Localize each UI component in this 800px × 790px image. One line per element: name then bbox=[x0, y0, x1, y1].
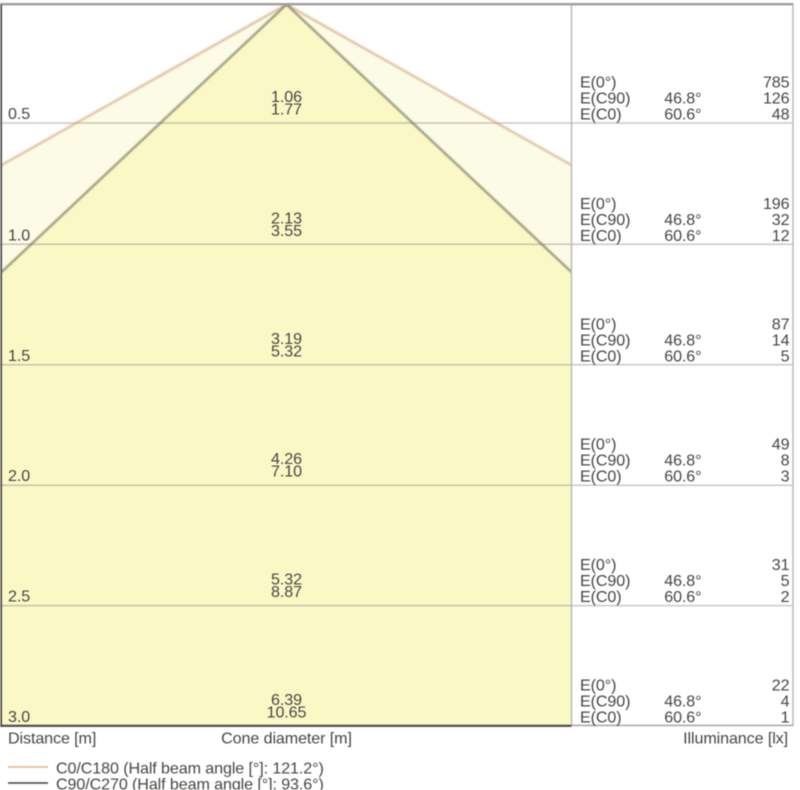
svg-text:5: 5 bbox=[781, 572, 790, 590]
svg-text:E(C90): E(C90) bbox=[580, 693, 630, 711]
svg-text:E(0°): E(0°) bbox=[580, 195, 616, 213]
svg-text:E(C90): E(C90) bbox=[580, 90, 630, 108]
svg-text:46.8°: 46.8° bbox=[664, 211, 701, 229]
svg-text:60.6°: 60.6° bbox=[664, 709, 701, 727]
svg-text:87: 87 bbox=[772, 315, 790, 333]
svg-text:48: 48 bbox=[772, 106, 790, 124]
svg-text:E(0°): E(0°) bbox=[580, 436, 616, 454]
svg-text:785: 785 bbox=[763, 74, 790, 92]
svg-text:126: 126 bbox=[763, 90, 790, 108]
svg-text:60.6°: 60.6° bbox=[664, 227, 701, 245]
svg-text:8.87: 8.87 bbox=[271, 583, 302, 601]
svg-text:E(C0): E(C0) bbox=[580, 106, 622, 124]
svg-text:60.6°: 60.6° bbox=[664, 588, 701, 606]
svg-text:E(C0): E(C0) bbox=[580, 227, 622, 245]
svg-text:E(C0): E(C0) bbox=[580, 709, 622, 727]
svg-text:E(C90): E(C90) bbox=[580, 331, 630, 349]
svg-text:6.39: 6.39 bbox=[271, 691, 302, 709]
svg-text:49: 49 bbox=[772, 436, 790, 454]
svg-text:10.65: 10.65 bbox=[267, 704, 307, 722]
svg-text:0.5: 0.5 bbox=[8, 105, 30, 123]
svg-text:1.5: 1.5 bbox=[8, 347, 30, 365]
svg-text:2.5: 2.5 bbox=[8, 588, 30, 606]
svg-text:E(0°): E(0°) bbox=[580, 677, 616, 695]
svg-text:3: 3 bbox=[781, 468, 790, 486]
svg-text:2: 2 bbox=[781, 588, 790, 606]
svg-text:5.32: 5.32 bbox=[271, 571, 302, 589]
svg-text:C90/C270 (Half beam angle [°]:: C90/C270 (Half beam angle [°]: 93.6°) bbox=[56, 776, 324, 790]
svg-text:14: 14 bbox=[772, 331, 790, 349]
svg-text:31: 31 bbox=[772, 556, 790, 574]
svg-text:60.6°: 60.6° bbox=[664, 347, 701, 365]
svg-text:E(C0): E(C0) bbox=[580, 588, 622, 606]
svg-text:E(C0): E(C0) bbox=[580, 468, 622, 486]
svg-text:E(0°): E(0°) bbox=[580, 556, 616, 574]
svg-text:60.6°: 60.6° bbox=[664, 468, 701, 486]
svg-text:E(0°): E(0°) bbox=[580, 315, 616, 333]
svg-text:46.8°: 46.8° bbox=[664, 452, 701, 470]
svg-text:E(0°): E(0°) bbox=[580, 74, 616, 92]
svg-text:32: 32 bbox=[772, 211, 790, 229]
svg-text:4.26: 4.26 bbox=[271, 450, 302, 468]
svg-text:5.32: 5.32 bbox=[271, 342, 302, 360]
svg-text:E(C90): E(C90) bbox=[580, 211, 630, 229]
svg-text:12: 12 bbox=[772, 227, 790, 245]
svg-text:22: 22 bbox=[772, 677, 790, 695]
svg-text:Distance [m]: Distance [m] bbox=[8, 730, 96, 748]
svg-text:3.0: 3.0 bbox=[8, 708, 30, 726]
svg-text:46.8°: 46.8° bbox=[664, 331, 701, 349]
svg-text:2.13: 2.13 bbox=[271, 209, 302, 227]
svg-text:E(C90): E(C90) bbox=[580, 452, 630, 470]
svg-text:C0/C180 (Half beam angle [°]:: C0/C180 (Half beam angle [°]: 121.2°) bbox=[56, 760, 324, 778]
svg-text:1: 1 bbox=[781, 709, 790, 727]
svg-text:1.77: 1.77 bbox=[271, 101, 302, 119]
svg-text:46.8°: 46.8° bbox=[664, 693, 701, 711]
svg-text:1.06: 1.06 bbox=[271, 88, 302, 106]
svg-text:5: 5 bbox=[781, 347, 790, 365]
svg-text:60.6°: 60.6° bbox=[664, 106, 701, 124]
svg-text:8: 8 bbox=[781, 452, 790, 470]
svg-text:4: 4 bbox=[781, 693, 790, 711]
svg-text:Illuminance [lx]: Illuminance [lx] bbox=[683, 730, 788, 748]
svg-text:46.8°: 46.8° bbox=[664, 90, 701, 108]
svg-text:3.19: 3.19 bbox=[271, 330, 302, 348]
svg-text:196: 196 bbox=[763, 195, 790, 213]
svg-text:1.0: 1.0 bbox=[8, 226, 30, 244]
svg-text:E(C90): E(C90) bbox=[580, 572, 630, 590]
svg-text:7.10: 7.10 bbox=[271, 463, 302, 481]
svg-text:46.8°: 46.8° bbox=[664, 572, 701, 590]
svg-text:E(C0): E(C0) bbox=[580, 347, 622, 365]
svg-text:2.0: 2.0 bbox=[8, 467, 30, 485]
svg-text:Cone diameter [m]: Cone diameter [m] bbox=[221, 730, 352, 748]
svg-text:3.55: 3.55 bbox=[271, 222, 302, 240]
